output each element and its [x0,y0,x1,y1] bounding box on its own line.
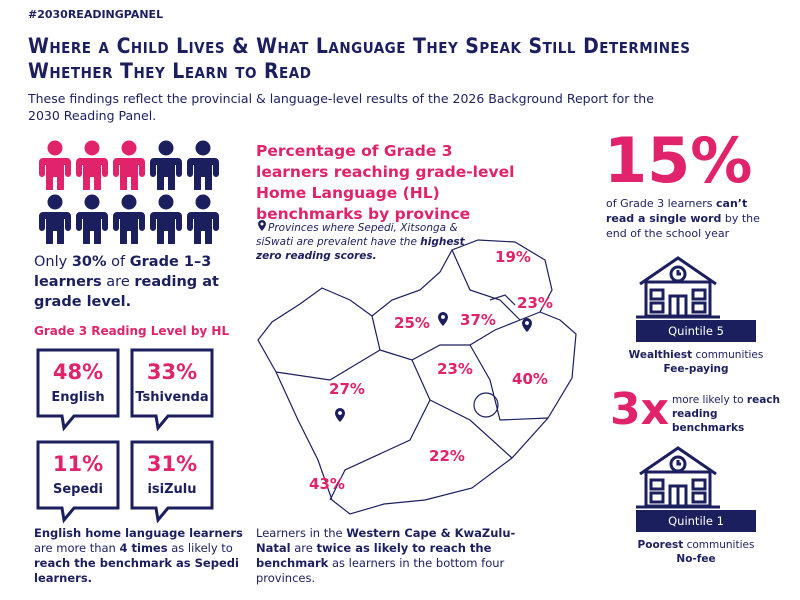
fee-line: Fee-paying [663,363,729,375]
map-labels: 19% 23% 25% 37% 23% 40% 27% 22% 43% [309,248,553,493]
text-segment: Only [34,254,72,270]
map-label: 23% [517,294,553,312]
summary: Only 30% of Grade 1–3 learners are readi… [34,252,249,312]
title: Where a Child Lives & What Language They… [28,34,691,83]
text-segment: by the end of the school year [606,212,760,240]
text-segment: are [101,274,135,290]
section-title: Grade 3 Reading Level by HL [34,324,230,338]
text-segment: Poorest [637,539,684,551]
text-segment: reach reading benchmarks [672,394,780,434]
text-segment: Wealthiest [628,349,693,361]
text-segment: highest zero reading scores. [256,236,465,262]
map-pin [335,408,345,422]
map-note: Provinces where Sepedi, Xitsonga & siSwa… [256,221,481,263]
text-segment: 30% [71,254,107,270]
text-segment: reading at grade level. [34,274,219,310]
map-pin [438,312,448,326]
text-segment: more likely to [672,394,747,406]
quintile-box [636,320,756,342]
speech-bubbles [36,348,214,524]
text-segment: English home language learners [34,526,243,540]
map-pin [522,318,532,332]
text-segment: 4 times [119,541,168,555]
school-icon [636,446,720,509]
map-label: 19% [495,248,531,266]
stat-text: of Grade 3 learners can’t read a single … [606,196,766,241]
text-segment: are more than [34,541,120,555]
map-label: 23% [437,360,473,378]
note: English home language learners are more … [34,526,254,586]
bubble-value: 48% [52,360,104,384]
text-segment: can’t read a single word [606,197,748,225]
map-label: 27% [329,380,365,398]
note: Learners in the Western Cape & KwaZulu-N… [256,526,546,586]
text-segment: of [106,254,130,270]
text-segment: Learners in the [256,526,347,540]
fee-line: No-fee [676,553,716,565]
text-segment: communities [683,539,755,551]
text-segment: Grade 1–3 learners [34,254,212,290]
map-label: 25% [394,314,430,332]
text-segment: are [290,541,317,555]
map-label: 37% [460,311,496,329]
quintile-label: Quintile 1 [668,514,724,528]
map-label: 43% [309,475,345,493]
text-segment: Western Cape & KwaZulu-Natal [256,526,516,555]
map-label: 40% [512,370,548,388]
quintile-label: Quintile 5 [668,324,724,338]
text-segment: communities [692,349,764,361]
people-icons [39,140,219,244]
text-segment: twice as likely to reach the benchmark [256,541,492,570]
text-segment: Provinces where Sepedi, Xitsonga & siSwa… [256,222,458,248]
chart-title: Percentage of Grade 3 learners reaching … [256,142,515,223]
multiplier-text: more likely to reach reading benchmarks [672,393,782,435]
bubble-value: 33% [146,360,198,384]
text-segment: as likely to [167,541,233,555]
bubble-language: Tshivenda [135,390,209,405]
stat: 15% [604,124,753,197]
bubble-value: 31% [146,452,198,476]
school-icon [636,256,720,319]
hashtag: #2030READINGPANEL [28,8,164,21]
multiplier: 3x [610,384,669,435]
text-segment: of Grade 3 learners [606,197,717,210]
bubble-value: 11% [52,452,104,476]
map [257,239,577,515]
map-label: 22% [429,447,465,465]
bubble-language: Sepedi [52,482,104,497]
bubble-language: English [51,390,105,405]
subtitle: These findings reflect the provincial & … [28,91,654,123]
text-segment: reach the benchmark as Sepedi learners. [34,556,239,585]
community-line: Poorest communities [606,538,786,552]
text-segment: as learners in the bottom four provinces… [256,556,505,585]
bubble-language: isiZulu [147,482,197,497]
quintile-box [636,510,756,532]
community-line: Wealthiest communities [606,348,786,362]
